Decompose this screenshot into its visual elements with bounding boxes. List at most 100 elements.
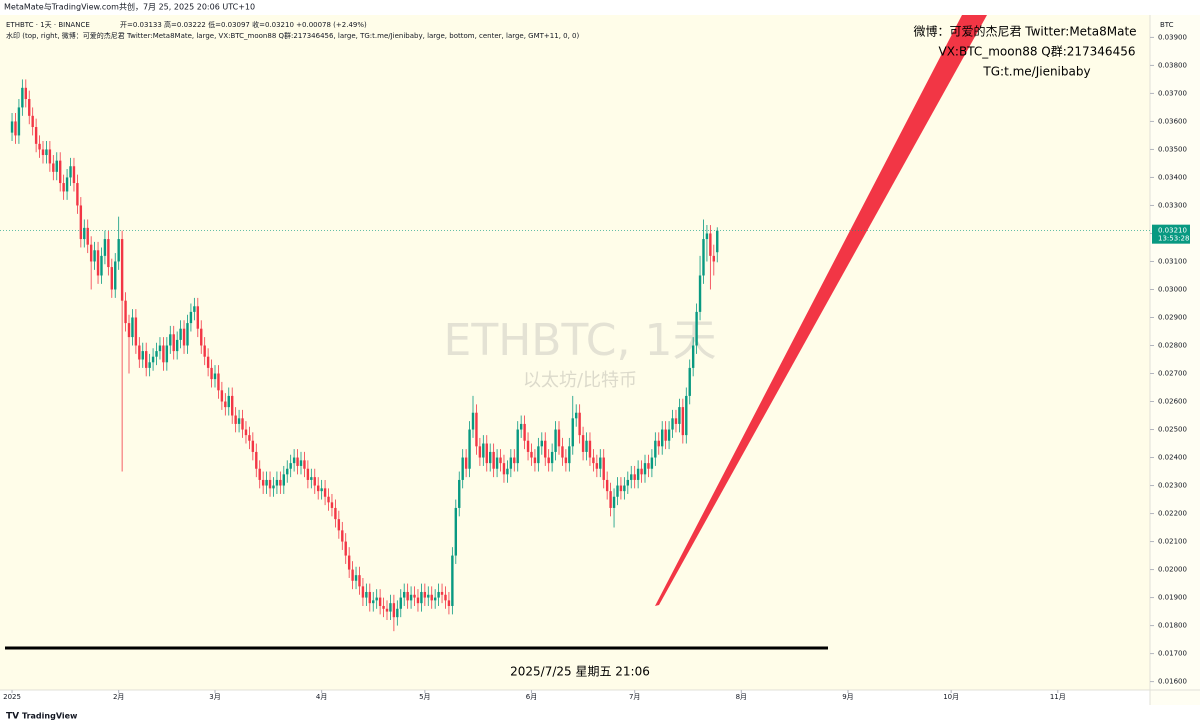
candle-body [96,250,100,276]
candle-body [227,395,230,408]
candle-body [599,457,602,469]
candle-body [275,479,279,486]
candle-body [709,233,712,256]
candle-body [52,163,55,172]
candle-body [131,317,134,338]
candle-body [630,474,633,480]
candle-body [406,591,409,601]
candle-body [623,485,626,492]
watermark-top-right: VX:BTC_moon88 Q群:217346456 [939,45,1136,59]
watermark-top-right: TG:t.me/Jienibaby [982,65,1090,79]
candle-body [526,440,530,452]
y-tick-label: 0.02500 [1158,426,1187,434]
candle-body [489,451,492,464]
candle-body [76,183,79,206]
candle-body [451,555,454,606]
candle-body [358,575,361,587]
candle-body [172,334,175,352]
candle-body [389,603,392,612]
y-tick-label: 0.02900 [1158,313,1187,321]
candle-body [695,311,698,346]
candle-body [464,457,468,469]
candle-body [382,605,385,609]
candle-body [151,356,155,363]
candle-body [688,367,691,396]
candle-body [206,356,210,368]
y-tick-label: 0.03500 [1158,145,1187,153]
candle-body [193,306,196,312]
candle-body [647,463,650,469]
candle-body [523,423,526,441]
candle-body [217,373,220,391]
candle-body [83,227,86,240]
currency-label: BTC [1160,21,1174,29]
candle-body [182,328,186,346]
candle-body [482,443,485,458]
candle-body [127,323,131,338]
candle-body [375,597,378,601]
ohlc-line: 开=0.03133 高=0.03222 低=0.03097 收=0.03210 … [120,20,367,29]
candle-body [705,233,709,240]
y-tick-label: 0.02800 [1158,341,1187,349]
candle-body [86,227,89,245]
candle-body [279,479,282,486]
candle-body [540,440,544,447]
candle-body [616,485,619,497]
candle-body [413,594,416,598]
candle-body [320,488,323,492]
candle-body [148,362,151,368]
candle-body [317,485,320,492]
candle-body [38,143,41,150]
candle-body [533,457,537,464]
candle-body [561,446,564,458]
x-tick-label: 2025 [3,693,21,701]
candle-body [323,488,327,497]
y-tick-label: 0.02100 [1158,538,1187,546]
candle-body [310,477,313,480]
candle-body [365,591,368,598]
candle-body [289,463,292,469]
candle-body [571,418,574,447]
candle-body [330,502,334,508]
candle-body [155,351,158,357]
candle-body [420,591,423,604]
y-tick-label: 0.03700 [1158,89,1187,97]
candle-body [62,183,65,192]
candle-body [14,121,17,136]
candle-body [141,351,144,360]
candle-body [403,591,406,598]
candle-body [45,149,48,156]
credit: MetaMate与TradingView.com共创，7月 25, 2025 2… [4,2,255,12]
candle-body [24,87,28,100]
y-tick-label: 0.03300 [1158,201,1187,209]
candle-body [609,491,612,508]
candle-body [396,608,399,618]
candle-body [189,311,193,324]
countdown-label: 13:53:28 [1158,235,1189,243]
symbol-line: ETHBTC · 1天 · BINANCE [6,21,90,29]
candle-body [10,121,14,133]
y-tick-label: 0.03400 [1158,173,1187,181]
candle-body [120,239,124,301]
candle-body [595,463,599,469]
candle-body [430,594,433,601]
candle-body [702,239,705,276]
last-price-box [1152,224,1190,244]
candle-body [698,275,702,312]
y-tick-label: 0.03600 [1158,117,1187,125]
x-tick-label: 7月 [629,693,640,701]
x-tick-label: 9月 [842,693,853,701]
candle-body [581,435,585,452]
watermark-subtitle: 以太坊/比特币 [523,370,637,391]
candle-body [244,429,248,436]
candle-body [210,367,213,380]
candle-body [468,429,471,469]
candle-body [334,507,337,520]
candle-body [134,317,138,346]
candle-body [272,485,275,489]
candle-body [423,591,427,598]
candle-body [444,594,447,601]
candle-body [55,160,58,172]
candle-body [557,429,561,447]
candle-body [117,239,120,262]
